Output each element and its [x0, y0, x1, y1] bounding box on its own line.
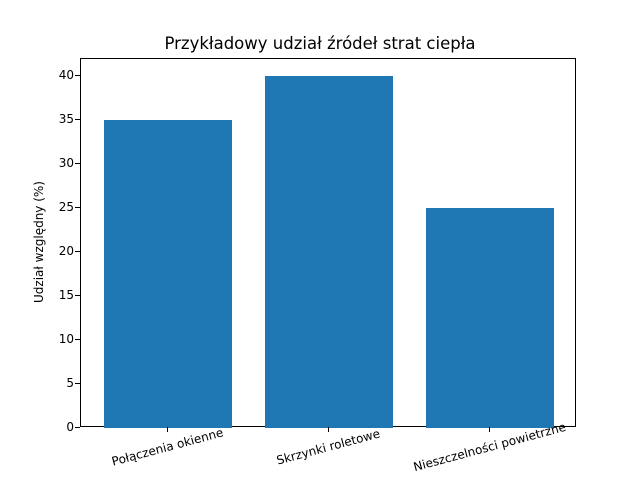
x-tick [167, 427, 168, 432]
y-tick-label: 30 [58, 156, 74, 170]
plot-area [80, 58, 576, 428]
y-tick-label: 5 [66, 376, 74, 390]
y-tick [75, 383, 80, 384]
y-tick [75, 119, 80, 120]
y-tick [75, 251, 80, 252]
x-tick [328, 427, 329, 432]
y-tick-label: 10 [58, 332, 74, 346]
bar [104, 120, 232, 428]
x-tick-label: Skrzynki roletowe [274, 426, 382, 468]
y-tick [75, 427, 80, 428]
y-axis-label: Udział względny (%) [32, 181, 46, 303]
y-tick-label: 15 [58, 288, 74, 302]
y-tick-label: 40 [58, 68, 74, 82]
bar [265, 76, 393, 428]
y-tick [75, 339, 80, 340]
y-tick-label: 0 [66, 420, 74, 434]
y-tick [75, 75, 80, 76]
y-tick [75, 207, 80, 208]
bar [426, 208, 554, 428]
y-tick [75, 163, 80, 164]
y-tick-label: 25 [58, 200, 74, 214]
x-tick [489, 427, 490, 432]
chart-title: Przykładowy udział źródeł strat ciepła [164, 34, 476, 53]
y-tick [75, 295, 80, 296]
y-tick-label: 20 [58, 244, 74, 258]
y-tick-label: 35 [58, 112, 74, 126]
